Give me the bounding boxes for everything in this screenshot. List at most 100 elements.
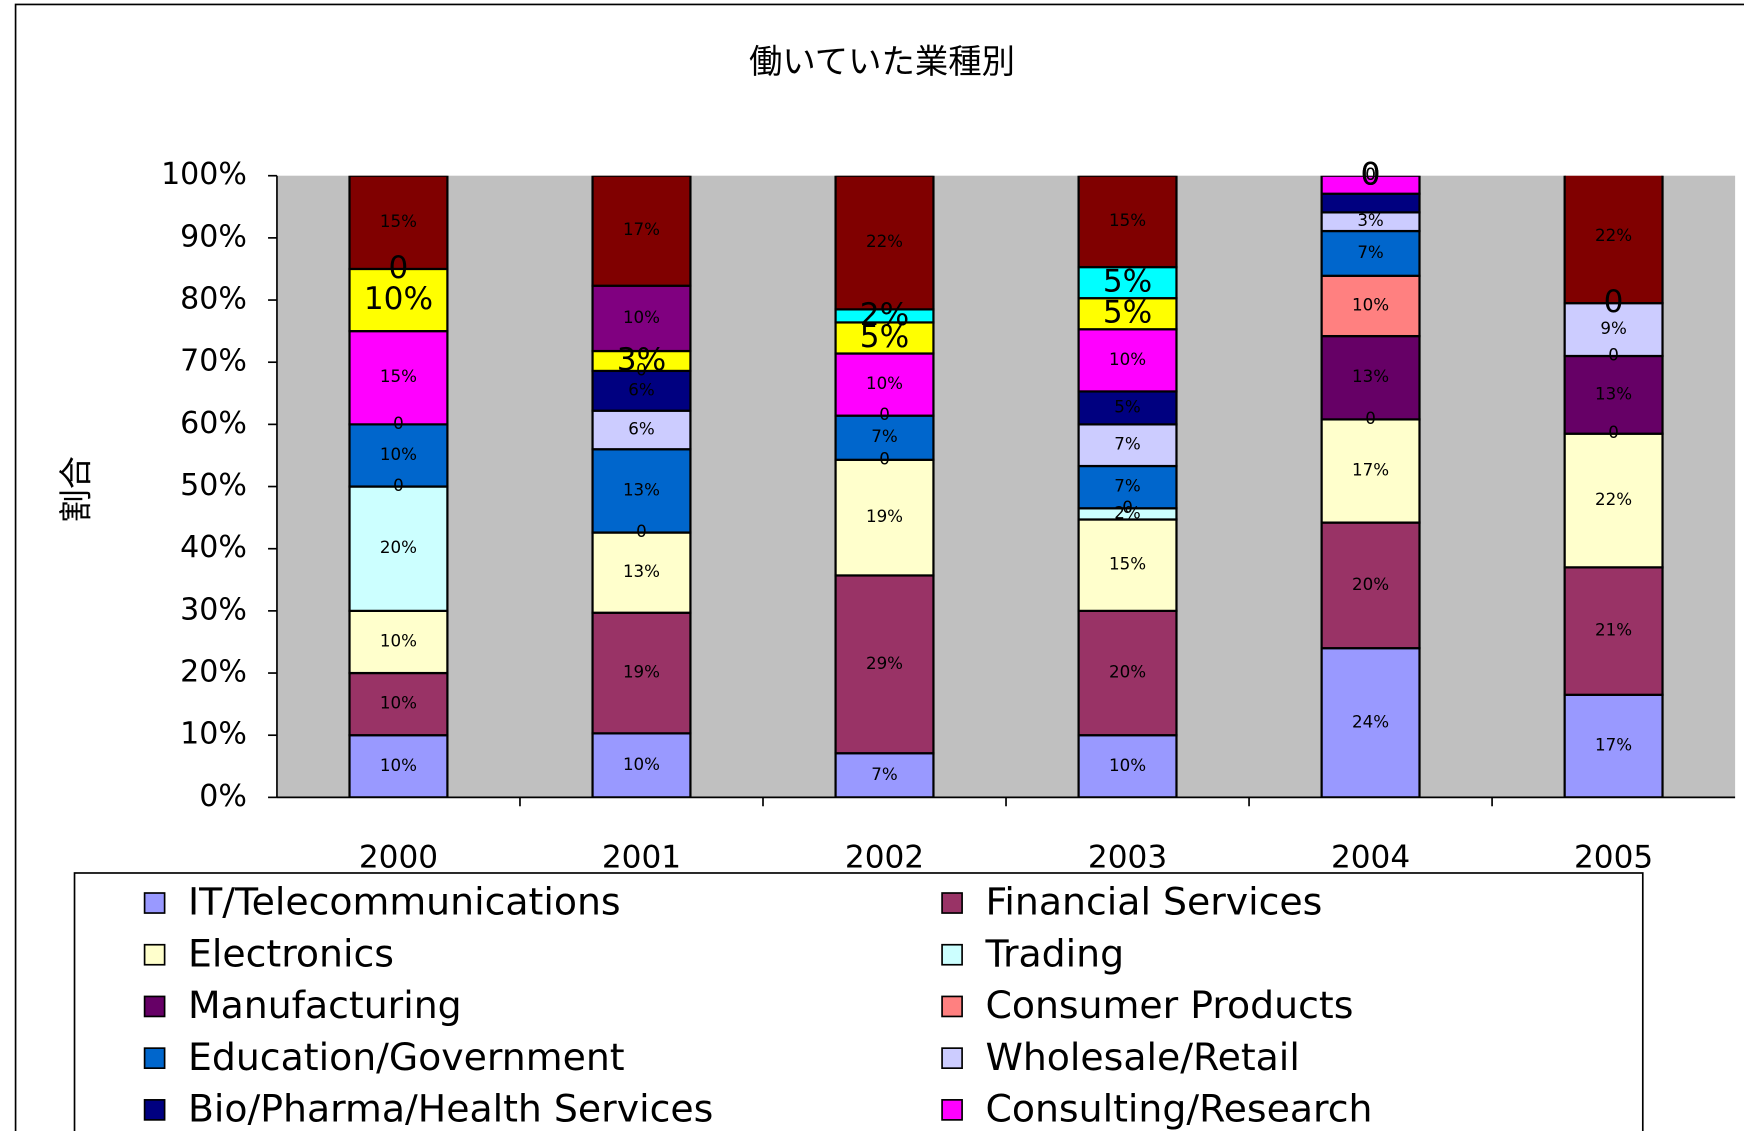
data-label: 0 (1122, 498, 1133, 517)
data-label: 10% (364, 281, 433, 317)
data-label: 15% (1109, 555, 1146, 574)
bar-segment (348, 330, 449, 426)
x-tick-label: 2001 (602, 840, 681, 876)
legend-swatch (941, 995, 963, 1018)
bar-segment (348, 485, 449, 612)
data-label: 0 (879, 449, 890, 468)
data-label: 10% (380, 694, 417, 713)
data-label: 20% (1352, 575, 1389, 594)
bar-segment (834, 352, 935, 417)
bar-segment (834, 175, 935, 311)
y-tick-label: 40% (180, 530, 247, 565)
data-label: 19% (623, 663, 660, 682)
legend-swatch (143, 995, 166, 1018)
data-label: 10% (623, 755, 660, 774)
bar-segment (1563, 693, 1664, 798)
data-label: 0 (1608, 345, 1619, 364)
bar-segment (591, 448, 692, 534)
data-label: 13% (1352, 367, 1389, 386)
data-label: 15% (380, 212, 417, 231)
data-label: 22% (866, 232, 903, 251)
data-label: 7% (871, 765, 897, 784)
bar-segment (1320, 334, 1421, 421)
bar-segment (1320, 175, 1421, 195)
bar-segment (591, 409, 692, 451)
data-label: 10% (623, 308, 660, 327)
bar-segment (348, 175, 449, 271)
data-label: 13% (623, 562, 660, 581)
bar-segment (834, 458, 935, 577)
data-label: 19% (866, 507, 903, 526)
bar-segment (834, 321, 935, 355)
data-label: 0 (393, 476, 404, 495)
bar-segment (591, 732, 692, 798)
data-label: 20% (380, 538, 417, 557)
data-label: 22% (1595, 226, 1632, 245)
bar-segment (1077, 423, 1178, 468)
bar-segment (1077, 734, 1178, 798)
data-label: 24% (1352, 712, 1389, 731)
data-label: 6% (628, 380, 654, 399)
bar-segment (348, 671, 449, 737)
data-label: 0 (1608, 423, 1619, 442)
legend-label: IT/Telecommunications (188, 880, 621, 924)
data-label: 0 (1365, 409, 1376, 428)
data-label: 10% (380, 445, 417, 464)
data-label: 5% (1114, 397, 1140, 416)
bar-segment (591, 284, 692, 353)
x-tick-label: 2004 (1331, 840, 1410, 876)
data-label: 2% (860, 297, 909, 333)
x-tick-label: 2005 (1574, 840, 1653, 876)
bar-segment (1077, 297, 1178, 331)
legend-swatch (941, 943, 963, 966)
data-label: 5% (1103, 264, 1152, 300)
y-tick-label: 70% (180, 344, 247, 379)
x-tick-label: 2002 (845, 840, 924, 876)
legend-label: Wholesale/Retail (985, 1035, 1299, 1079)
data-label: 0 (636, 522, 647, 541)
y-tick-label: 30% (180, 592, 247, 627)
legend-swatch (941, 1047, 963, 1070)
data-label: 6% (628, 419, 654, 438)
bar-segment (1563, 354, 1664, 435)
data-label: 10% (380, 631, 417, 650)
legend-box (73, 872, 1644, 1131)
data-label: 10% (1109, 756, 1146, 775)
data-label: 3% (1357, 211, 1383, 230)
data-label: 17% (1352, 461, 1389, 480)
legend-label: Manufacturing (188, 983, 462, 1027)
data-label: 10% (1109, 350, 1146, 369)
bar-segment (348, 609, 449, 675)
data-label: 7% (1357, 243, 1383, 262)
plot-area (276, 175, 1736, 798)
bar-segment (1077, 328, 1178, 393)
data-label: 0 (1361, 157, 1381, 193)
data-label: 0 (1365, 165, 1376, 184)
bar-segment (1077, 518, 1178, 612)
y-tick-label: 60% (180, 406, 247, 441)
legend-swatch (143, 892, 166, 914)
data-label: 15% (380, 367, 417, 386)
data-label: 2% (1114, 503, 1140, 522)
y-axis-label: 割合 (56, 456, 95, 523)
data-label: 0 (879, 405, 890, 424)
bar-segment (1077, 390, 1178, 426)
legend-label: Financial Services (985, 880, 1322, 924)
legend-label: Trading (984, 931, 1124, 975)
data-label: 10% (1352, 295, 1389, 314)
data-label: 7% (871, 427, 897, 446)
chart-title: 働いていた業種別 (749, 42, 1015, 81)
bar-segment (591, 611, 692, 735)
data-label: 21% (1595, 621, 1632, 640)
data-label: 7% (1114, 477, 1140, 496)
bar-segment (1320, 647, 1421, 798)
bar-segment (591, 175, 692, 287)
data-label: 22% (1595, 490, 1632, 509)
data-label: 0 (1361, 157, 1381, 193)
bar-segment (1077, 175, 1178, 269)
bar-segment (1563, 302, 1664, 358)
y-tick-label: 90% (180, 219, 247, 254)
legend-label: Education/Government (188, 1035, 625, 1079)
bar-segment (1077, 609, 1178, 737)
